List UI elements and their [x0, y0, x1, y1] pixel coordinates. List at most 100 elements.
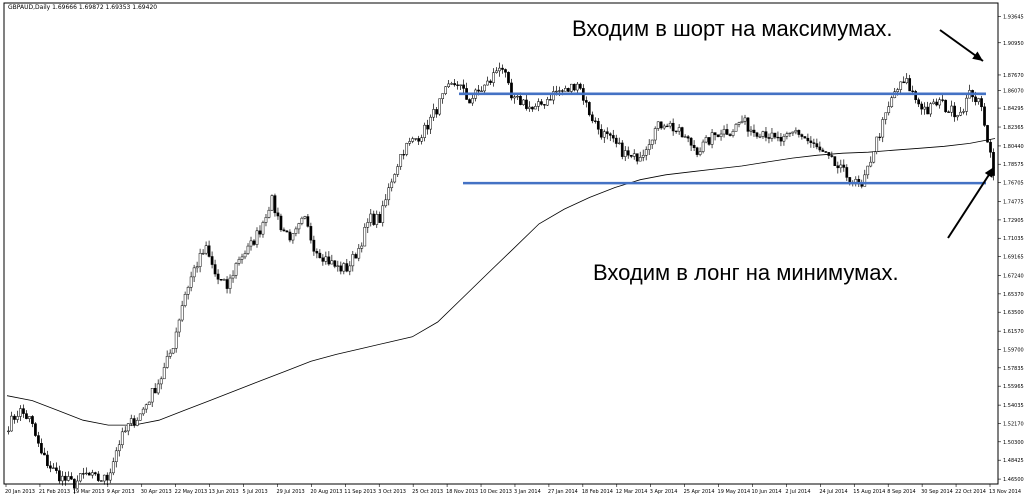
x-tick-label: 13 Jun 2013: [209, 489, 239, 495]
candle-body: [444, 86, 447, 94]
candle-body: [426, 124, 429, 130]
candle-body: [540, 101, 543, 105]
candle-body: [243, 253, 247, 258]
candle-body: [498, 67, 501, 72]
candle-body: [204, 245, 208, 254]
candle-body: [447, 83, 450, 87]
candle-body: [52, 467, 55, 469]
candle-body: [108, 472, 112, 481]
candle-body: [761, 131, 765, 137]
candle-body: [791, 131, 795, 134]
candle-body: [917, 99, 921, 105]
candle-body: [537, 101, 540, 107]
candle-body: [219, 279, 223, 281]
y-tick-label: 1.72905: [1003, 218, 1024, 224]
moving-average-path: [6, 138, 996, 426]
candle-body: [282, 229, 286, 232]
y-tick-label: 1.80440: [1003, 144, 1024, 150]
candle-body: [480, 90, 483, 92]
candle-body: [746, 117, 750, 132]
candle-body: [722, 129, 726, 135]
candle-body: [252, 240, 256, 245]
candle-body: [189, 276, 193, 288]
y-tick-label: 1.48425: [1003, 458, 1024, 464]
candle-body: [677, 127, 681, 132]
candle-body: [573, 83, 576, 91]
candle-body: [483, 84, 486, 92]
y-tick-label: 1.93645: [1003, 14, 1024, 20]
candle-body: [414, 138, 418, 140]
x-tick-label: 3 Apr 2014: [650, 489, 678, 495]
candle-body: [507, 72, 510, 84]
candle-body: [941, 99, 944, 101]
candle-body: [552, 91, 555, 101]
candle-body: [387, 187, 391, 201]
y-tick-label: 1.50300: [1003, 440, 1024, 446]
candle-body: [64, 475, 67, 481]
candle-body: [890, 97, 894, 107]
y-tick-label: 1.63500: [1003, 310, 1024, 316]
candle-body: [683, 136, 687, 138]
candle-body: [369, 213, 373, 223]
candle-body: [836, 165, 840, 169]
candle-body: [719, 133, 723, 137]
candle-body: [321, 257, 325, 262]
candle-body: [79, 473, 82, 482]
candle-body: [872, 151, 876, 163]
candle-body: [555, 90, 558, 93]
candle-body: [902, 81, 906, 84]
candle-body: [312, 239, 316, 252]
y-tick-label: 1.54035: [1003, 403, 1024, 409]
candle-body: [626, 150, 630, 156]
candle-body: [710, 132, 714, 145]
candle-body: [327, 256, 331, 265]
y-tick-label: 1.71035: [1003, 236, 1024, 242]
y-tick-label: 1.78575: [1003, 162, 1024, 168]
x-tick-label: 20 Jan 2013: [5, 489, 35, 495]
candle-body: [285, 230, 289, 233]
candle-body: [749, 129, 753, 132]
candle-body: [584, 100, 588, 103]
x-tick-label: 30 Sep 2014: [921, 489, 953, 495]
candle-body: [102, 474, 106, 482]
candle-body: [87, 472, 91, 476]
candle-body: [716, 134, 720, 137]
candle-body: [629, 154, 633, 157]
candle-body: [264, 217, 268, 223]
candle-body: [983, 106, 986, 126]
x-tick-label: 10 Jun 2014: [751, 489, 781, 495]
candle-body: [201, 252, 205, 255]
candle-body: [546, 99, 549, 106]
candle-body: [123, 430, 127, 433]
candle-body: [884, 112, 888, 120]
y-tick-label: 1.84295: [1003, 106, 1024, 112]
candle-body: [896, 89, 900, 92]
candle-body: [567, 88, 570, 92]
candle-body: [809, 140, 813, 143]
candle-body: [806, 137, 810, 142]
y-tick-label: 1.74775: [1003, 200, 1024, 206]
candle-body: [587, 102, 591, 116]
candle-body: [93, 472, 97, 475]
candle-body: [638, 157, 642, 162]
candle-body: [477, 89, 480, 92]
candle-body: [114, 450, 118, 462]
candle-body: [31, 416, 34, 424]
candle-body: [830, 155, 834, 157]
candle-body: [231, 275, 235, 279]
candle-body: [177, 319, 181, 333]
candle-body: [399, 154, 403, 167]
candle-body: [887, 106, 891, 114]
x-tick-label: 22 May 2013: [175, 489, 208, 495]
candle-body: [423, 124, 427, 138]
candle-body: [824, 151, 828, 153]
candle-body: [258, 230, 262, 235]
candle-body: [144, 404, 148, 410]
candle-body: [429, 116, 432, 130]
candle-body: [815, 143, 819, 148]
candle-body: [674, 130, 678, 133]
candle-body: [776, 136, 780, 139]
candle-body: [486, 80, 489, 86]
candle-body: [623, 150, 627, 157]
